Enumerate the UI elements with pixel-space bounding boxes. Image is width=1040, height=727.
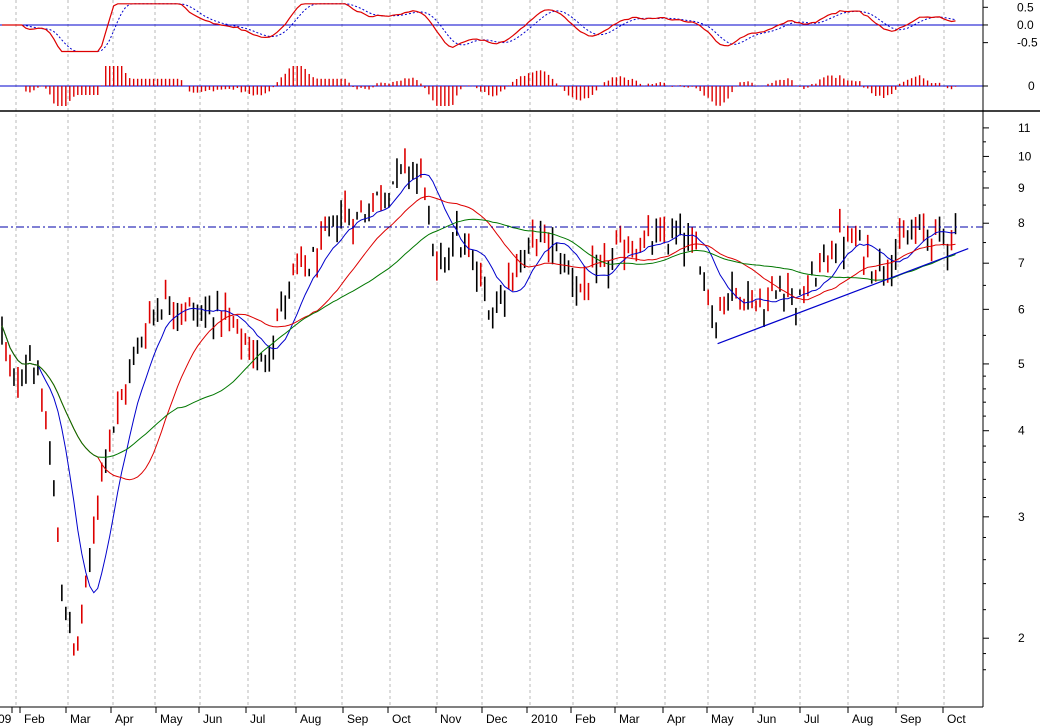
osc-tick-label: -0.5 <box>1017 36 1038 50</box>
ma-medium-line <box>1 195 956 481</box>
ma-long-line <box>1 218 956 458</box>
x-label: Oct <box>947 712 966 726</box>
x-label: Nov <box>440 712 461 726</box>
x-label: 09 <box>0 712 12 726</box>
x-label: Sep <box>900 712 922 726</box>
main-tick-label: 2 <box>1018 631 1025 645</box>
x-label: Mar <box>70 712 91 726</box>
x-label: Dec <box>486 712 507 726</box>
x-label: Jun <box>757 712 776 726</box>
main-price-panel <box>0 148 983 656</box>
main-tick-label: 11 <box>1018 121 1031 135</box>
main-tick-label: 9 <box>1018 181 1025 195</box>
main-tick-label: 8 <box>1018 216 1025 230</box>
main-tick-label: 7 <box>1018 256 1025 270</box>
x-label: Sep <box>347 712 369 726</box>
x-label: Mar <box>619 712 640 726</box>
x-label: Jul <box>250 712 265 726</box>
main-tick-label: 10 <box>1018 149 1032 163</box>
x-label: Oct <box>392 712 411 726</box>
vertical-gridlines <box>15 0 945 708</box>
osc-tick-label: 0.0 <box>1017 18 1034 32</box>
oscillator-panel <box>0 3 983 53</box>
main-tick-label: 5 <box>1018 357 1025 371</box>
x-label: Aug <box>300 712 321 726</box>
main-tick-label: 4 <box>1018 424 1025 438</box>
x-label: May <box>160 712 183 726</box>
x-label: Aug <box>852 712 873 726</box>
x-label: Feb <box>575 712 596 726</box>
x-label: Jun <box>203 712 222 726</box>
trendline <box>717 248 969 345</box>
signal-line <box>2 3 956 52</box>
main-tick-label: 6 <box>1018 302 1025 316</box>
x-label: Apr <box>667 712 686 726</box>
x-label: May <box>711 712 734 726</box>
ma-short-line <box>1 173 956 594</box>
x-label: 2010 <box>531 712 558 726</box>
histogram-panel <box>0 66 983 106</box>
x-label: Feb <box>24 712 45 726</box>
x-label: Apr <box>115 712 134 726</box>
osc-tick-label: 0.5 <box>1017 0 1034 14</box>
oscillator-line <box>2 3 956 53</box>
x-label: Jul <box>804 712 819 726</box>
hist-tick-label: 0 <box>1028 79 1035 93</box>
main-tick-label: 3 <box>1018 510 1025 524</box>
